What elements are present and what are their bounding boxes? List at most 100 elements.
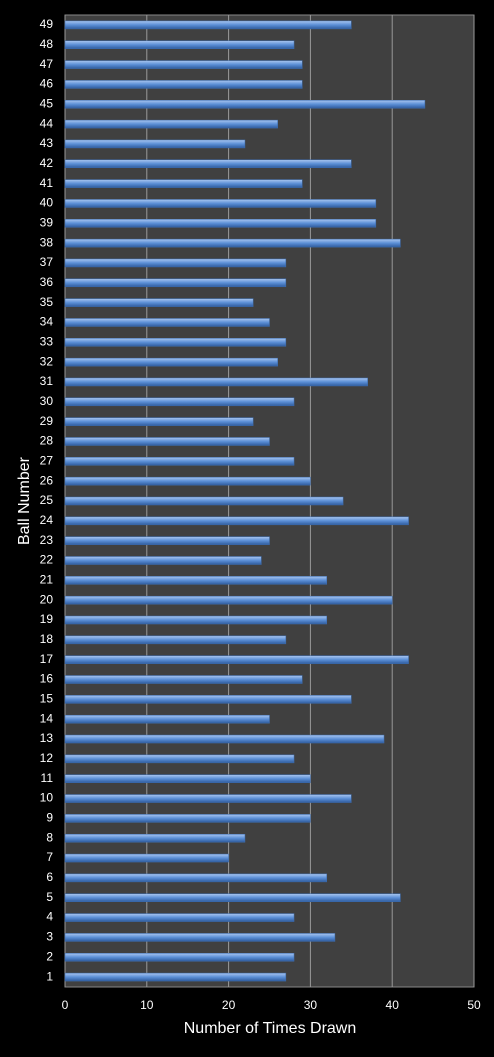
bar <box>64 199 377 208</box>
y-tick-label: 20 <box>40 592 54 606</box>
bar <box>64 338 287 347</box>
y-tick-label: 49 <box>40 17 54 31</box>
bar <box>64 893 401 902</box>
y-tick-label: 39 <box>40 215 54 229</box>
bar <box>64 576 328 585</box>
bar <box>64 357 278 367</box>
bar <box>64 437 270 446</box>
y-tick-label: 31 <box>40 374 54 388</box>
y-tick-label: 45 <box>40 96 54 110</box>
y-tick-label: 25 <box>40 493 54 507</box>
y-tick-label: 28 <box>40 434 54 448</box>
y-tick-label: 5 <box>46 890 53 904</box>
bar <box>64 794 352 803</box>
y-tick-label: 9 <box>46 811 53 825</box>
y-tick-label: 13 <box>40 731 54 745</box>
bar <box>64 853 229 863</box>
y-axis-label: Ball Number <box>16 456 33 545</box>
bar <box>64 913 295 922</box>
bar <box>64 179 303 188</box>
bar <box>64 298 254 307</box>
bar <box>64 80 303 89</box>
y-tick-label: 22 <box>40 553 54 567</box>
y-tick-label: 11 <box>41 771 54 785</box>
bar <box>64 139 246 149</box>
y-tick-label: 37 <box>40 255 54 269</box>
bar <box>64 258 287 268</box>
y-tick-label: 18 <box>40 632 54 646</box>
y-tick-label: 40 <box>40 196 54 210</box>
x-tick-label: 40 <box>386 998 400 1012</box>
y-tick-label: 8 <box>46 830 53 844</box>
bar <box>64 318 270 327</box>
bar <box>64 536 270 545</box>
y-tick-label: 12 <box>40 751 54 765</box>
x-tick-label: 50 <box>467 998 481 1012</box>
bar <box>64 933 336 942</box>
y-tick-label: 1 <box>46 969 53 983</box>
y-tick-label: 44 <box>40 116 54 130</box>
y-tick-label: 19 <box>40 612 54 626</box>
y-tick-label: 24 <box>40 513 54 527</box>
x-axis-label: Number of Times Drawn <box>184 1020 357 1037</box>
bar <box>64 556 262 565</box>
y-tick-label: 43 <box>40 136 54 150</box>
y-tick-label: 4 <box>46 910 53 924</box>
bar <box>64 417 254 426</box>
bar <box>64 476 311 486</box>
x-tick-label: 10 <box>140 998 154 1012</box>
x-tick-label: 20 <box>222 998 236 1012</box>
y-tick-label: 41 <box>40 176 54 190</box>
bar <box>64 278 287 288</box>
y-tick-label: 38 <box>40 235 54 249</box>
y-tick-label: 32 <box>40 354 54 368</box>
bar <box>64 655 409 664</box>
bar <box>64 595 393 605</box>
bar <box>64 873 328 883</box>
y-tick-label: 27 <box>40 453 54 467</box>
bar <box>64 100 426 109</box>
y-tick-label: 29 <box>40 414 54 428</box>
y-tick-label: 21 <box>40 573 54 587</box>
y-tick-label: 10 <box>40 791 54 805</box>
y-tick-label: 2 <box>46 949 53 963</box>
y-tick-label: 36 <box>40 275 54 289</box>
bar <box>64 714 270 724</box>
bar <box>64 496 344 506</box>
bar <box>64 675 303 684</box>
bar <box>64 774 311 783</box>
bar <box>64 457 295 466</box>
x-tick-label: 30 <box>304 998 318 1012</box>
bar <box>64 159 352 169</box>
y-tick-label: 6 <box>46 870 53 884</box>
y-tick-label: 46 <box>40 77 54 91</box>
y-tick-label: 33 <box>40 334 54 348</box>
y-tick-label: 48 <box>40 37 54 51</box>
bar <box>64 814 311 823</box>
y-tick-label: 34 <box>40 315 54 329</box>
y-tick-label: 7 <box>46 850 53 864</box>
y-tick-label: 16 <box>40 672 54 686</box>
bar <box>64 695 352 704</box>
y-tick-label: 42 <box>40 156 54 170</box>
y-tick-label: 26 <box>40 473 54 487</box>
y-tick-label: 14 <box>40 711 54 725</box>
bar <box>64 952 295 962</box>
y-tick-label: 47 <box>40 57 54 71</box>
x-tick-label: 0 <box>62 998 69 1012</box>
bar <box>64 635 287 645</box>
bar <box>64 60 303 69</box>
bar <box>64 219 377 228</box>
bar <box>64 119 278 129</box>
bar <box>64 833 246 843</box>
bar <box>64 238 401 248</box>
y-tick-label: 15 <box>40 692 54 706</box>
bar <box>64 754 295 764</box>
bar <box>64 397 295 407</box>
y-tick-label: 23 <box>40 533 54 547</box>
bar <box>64 972 287 982</box>
bar <box>64 516 409 526</box>
bar <box>64 615 328 625</box>
y-tick-label: 17 <box>40 652 54 666</box>
